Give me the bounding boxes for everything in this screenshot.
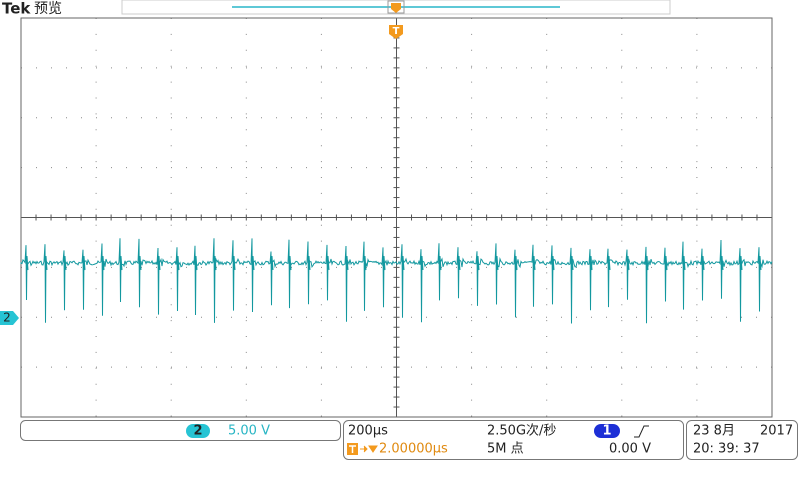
brand: Tek <box>2 0 31 18</box>
trigger-position-marker <box>389 25 403 39</box>
time: 20: 39: 37 <box>693 442 760 457</box>
channel-badge[interactable] <box>186 424 210 438</box>
timebase-scale: 200µs <box>348 424 388 439</box>
trigger-marker-top <box>391 3 401 13</box>
graticule-border <box>20 17 773 418</box>
channel-number: 2 <box>193 424 202 439</box>
delay-arrow <box>360 445 378 453</box>
datetime-box <box>686 420 798 460</box>
trigger-marker-label: T <box>393 26 400 37</box>
record-length: 5M 点 <box>487 442 524 457</box>
sample-rate: 2.50G次/秒 <box>487 423 556 439</box>
trigger-icon-t <box>349 445 356 453</box>
waveform <box>20 238 773 324</box>
trigger-slope-icon <box>634 425 649 438</box>
trigger-source-badge[interactable] <box>594 424 620 438</box>
channel-scale: 5.00 V <box>228 424 270 439</box>
date: 23 8月 <box>693 424 735 439</box>
horizontal-position: 2.00000µs <box>379 442 448 457</box>
trigger-source: 1 <box>602 424 611 439</box>
channel-ground-marker <box>0 311 19 325</box>
channel-box <box>20 420 341 441</box>
mode: 预览 <box>34 1 62 17</box>
trigger-level: 0.00 V <box>609 442 651 457</box>
year: 2017 <box>760 424 793 439</box>
channel-marker-label: 2 <box>3 311 11 325</box>
